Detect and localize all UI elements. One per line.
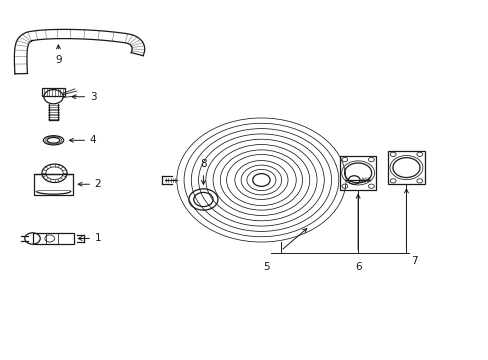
- Text: 7: 7: [410, 256, 417, 266]
- Text: 4: 4: [90, 135, 96, 145]
- Text: 8: 8: [200, 159, 206, 169]
- Text: 2: 2: [95, 179, 101, 189]
- Bar: [42, 88, 65, 96]
- Text: 1: 1: [95, 234, 101, 243]
- Text: 3: 3: [90, 92, 96, 102]
- Bar: [387, 151, 424, 184]
- Bar: [34, 174, 73, 194]
- Bar: [339, 156, 375, 190]
- Bar: [33, 233, 74, 244]
- Text: 9: 9: [55, 55, 61, 65]
- Text: 6: 6: [354, 261, 361, 271]
- Text: 5: 5: [263, 261, 269, 271]
